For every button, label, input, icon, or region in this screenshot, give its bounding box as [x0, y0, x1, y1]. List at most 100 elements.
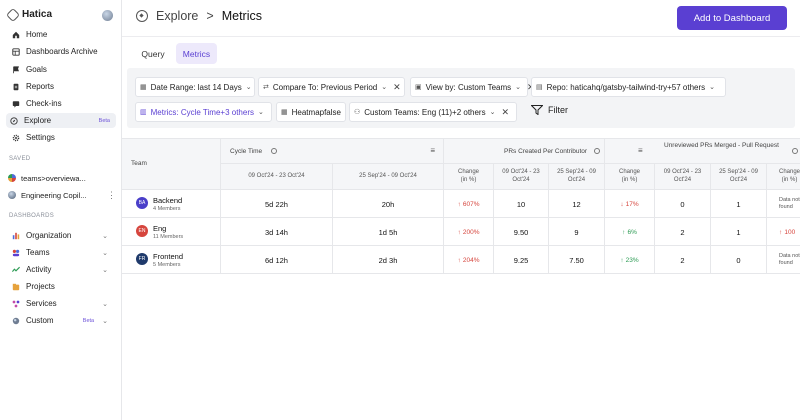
saved-item[interactable]: Engineering Copil... ⋮ [8, 188, 116, 202]
user-avatar[interactable] [102, 10, 113, 21]
table-row[interactable]: BA Backend 4 Members 5d 22h 20h ↑ 607% 1… [122, 190, 800, 218]
ct-previous-cell: 20h [333, 190, 444, 218]
metrics-filter[interactable]: ▥ Metrics: Cycle Time+3 others ⌄ [135, 102, 272, 122]
info-icon[interactable] [594, 148, 600, 154]
arrow-down-icon: ↓ [620, 200, 624, 208]
sidebar-item-label: Custom [26, 316, 54, 325]
sidebar-item-teams[interactable]: Teams ⌄ [8, 245, 114, 260]
chart-icon: ▥ [140, 109, 147, 116]
heatmap-filter[interactable]: ▦ Heatmapfalse [276, 102, 346, 122]
app-name: Hatica [22, 9, 53, 20]
sidebar-item-label: Projects [26, 282, 55, 291]
sidebar-item-label: Organization [26, 231, 72, 240]
column-menu-icon[interactable]: ≡ [430, 146, 435, 155]
sidebar-item-label: Dashboards Archive [26, 47, 98, 56]
pr-current-cell: 10 [494, 190, 549, 218]
change-value: 23% [625, 256, 639, 264]
ct-change-cell: ↑ 607% [444, 190, 494, 218]
activity-icon [12, 266, 20, 272]
change-value: 607% [462, 200, 480, 208]
chevron-down-icon[interactable]: ⌄ [102, 317, 108, 325]
sidebar-item-label: Explore [24, 116, 52, 125]
sidebar-item-custom[interactable]: Custom Beta ⌄ [8, 313, 114, 328]
teams-icon [8, 174, 16, 182]
sidebar-item-settings[interactable]: Settings [8, 130, 114, 145]
team-avatar: FR [136, 253, 148, 265]
dashboards-section-title: DASHBOARDS [9, 213, 55, 219]
pr-change-cell: ↑ 23% [605, 246, 655, 274]
tab-query[interactable]: Query [141, 48, 165, 59]
view-by-filter[interactable]: ▣ View by: Custom Teams ⌄ ✕ [410, 77, 535, 97]
sidebar-item-label: Activity [26, 265, 52, 274]
ct-change-header: Change (in %) [444, 164, 494, 190]
sidebar-item-goals[interactable]: Goals [8, 62, 114, 77]
teams-icon [12, 249, 20, 256]
sidebar-item-label: Settings [26, 133, 55, 142]
clear-filter-icon[interactable]: ✕ [393, 81, 401, 92]
team-avatar: EN [136, 225, 148, 237]
sidebar-item-organization[interactable]: Organization ⌄ [8, 228, 114, 243]
page-title: Metrics [221, 9, 262, 23]
compare-to-filter[interactable]: ⇄ Compare To: Previous Period ⌄ ✕ [258, 77, 405, 97]
table-row[interactable]: FR Frontend 5 Members 6d 12h 2d 3h ↑ 204… [122, 246, 800, 274]
add-to-dashboard-button[interactable]: Add to Dashboard [677, 6, 787, 30]
sidebar-item-label: Teams [26, 248, 50, 257]
un-previous-header: 25 Sep'24 - 09 Oct'24 [711, 164, 767, 190]
ct-previous-cell: 2d 3h [333, 246, 444, 274]
beta-badge: Beta [98, 117, 110, 124]
sidebar-item-activity[interactable]: Activity ⌄ [8, 262, 114, 277]
breadcrumb-explore[interactable]: Explore [156, 9, 199, 23]
repo-filter[interactable]: ▤ Repo: haticahq/gatsby-tailwind-try+57 … [531, 77, 726, 97]
date-range-filter[interactable]: ▦ Date Range: last 14 Days ⌄ [135, 77, 255, 97]
team-column-header: Team [122, 139, 221, 190]
filter-label: Heatmapfalse [291, 107, 341, 117]
change-value: 6% [627, 228, 637, 236]
change-value: 200% [462, 228, 480, 236]
filter-button-label: Filter [548, 105, 568, 115]
chevron-down-icon: ⌄ [709, 84, 716, 91]
arrow-up-icon: ↑ [457, 200, 461, 208]
team-members: 5 Members [153, 262, 181, 268]
chevron-down-icon: ⌄ [258, 109, 264, 116]
sidebar-item-label: Goals [26, 65, 47, 74]
sidebar-item-reports[interactable]: Reports [8, 79, 114, 94]
chat-icon [12, 100, 20, 108]
custom-teams-filter[interactable]: ⚇ Custom Teams: Eng (11)+2 others ⌄ ✕ [349, 102, 517, 122]
saved-item[interactable]: teams>overviewa... [8, 171, 116, 185]
sidebar-item-home[interactable]: Home [8, 27, 114, 42]
team-name[interactable]: Frontend [153, 252, 184, 261]
chevron-down-icon[interactable]: ⌄ [102, 232, 108, 240]
group-header-label: Unreviewed PRs Merged - Pull Request [664, 142, 779, 149]
team-name[interactable]: Backend [153, 196, 183, 205]
info-icon[interactable] [792, 148, 798, 154]
more-options-icon[interactable]: ⋮ [107, 189, 116, 200]
un-change-cell: Data not found [779, 253, 800, 266]
un-previous-cell: 1 [711, 190, 767, 218]
chevron-down-icon[interactable]: ⌄ [102, 300, 108, 308]
column-menu-icon[interactable]: ≡ [638, 146, 643, 155]
chevron-down-icon[interactable]: ⌄ [102, 249, 108, 257]
team-name[interactable]: Eng [153, 224, 167, 233]
table-row[interactable]: EN Eng 11 Members 3d 14h 1d 5h ↑ 200% 9.… [122, 218, 800, 246]
sidebar-item-projects[interactable]: Projects [8, 279, 114, 294]
sidebar-item-check-ins[interactable]: Check-ins [8, 96, 114, 111]
clear-filter-icon[interactable]: ✕ [527, 82, 535, 93]
un-current-cell: 0 [655, 190, 711, 218]
compass-icon [136, 10, 148, 22]
un-current-header: 09 Oct'24 - 23 Oct'24 [655, 164, 711, 190]
tab-metrics[interactable]: Metrics [176, 43, 217, 64]
ct-current-header: 09 Oct'24 - 23 Oct'24 [221, 164, 333, 190]
grid-icon [12, 47, 20, 56]
team-avatar: BA [136, 197, 148, 209]
sidebar-item-services[interactable]: Services ⌄ [8, 296, 114, 311]
clear-filter-icon[interactable]: ✕ [501, 106, 510, 117]
pr-previous-cell: 9 [549, 218, 605, 246]
info-icon[interactable] [271, 148, 277, 154]
filter-button[interactable]: Filter [531, 105, 568, 115]
saved-section-title: SAVED [9, 156, 31, 162]
chevron-down-icon[interactable]: ⌄ [102, 266, 108, 274]
un-previous-cell: 0 [711, 246, 767, 274]
sidebar-item-explore[interactable]: Explore Beta [6, 113, 116, 128]
app-logo[interactable]: Hatica [5, 7, 53, 22]
sidebar-item-dashboards-archive[interactable]: Dashboards Archive [8, 44, 114, 59]
